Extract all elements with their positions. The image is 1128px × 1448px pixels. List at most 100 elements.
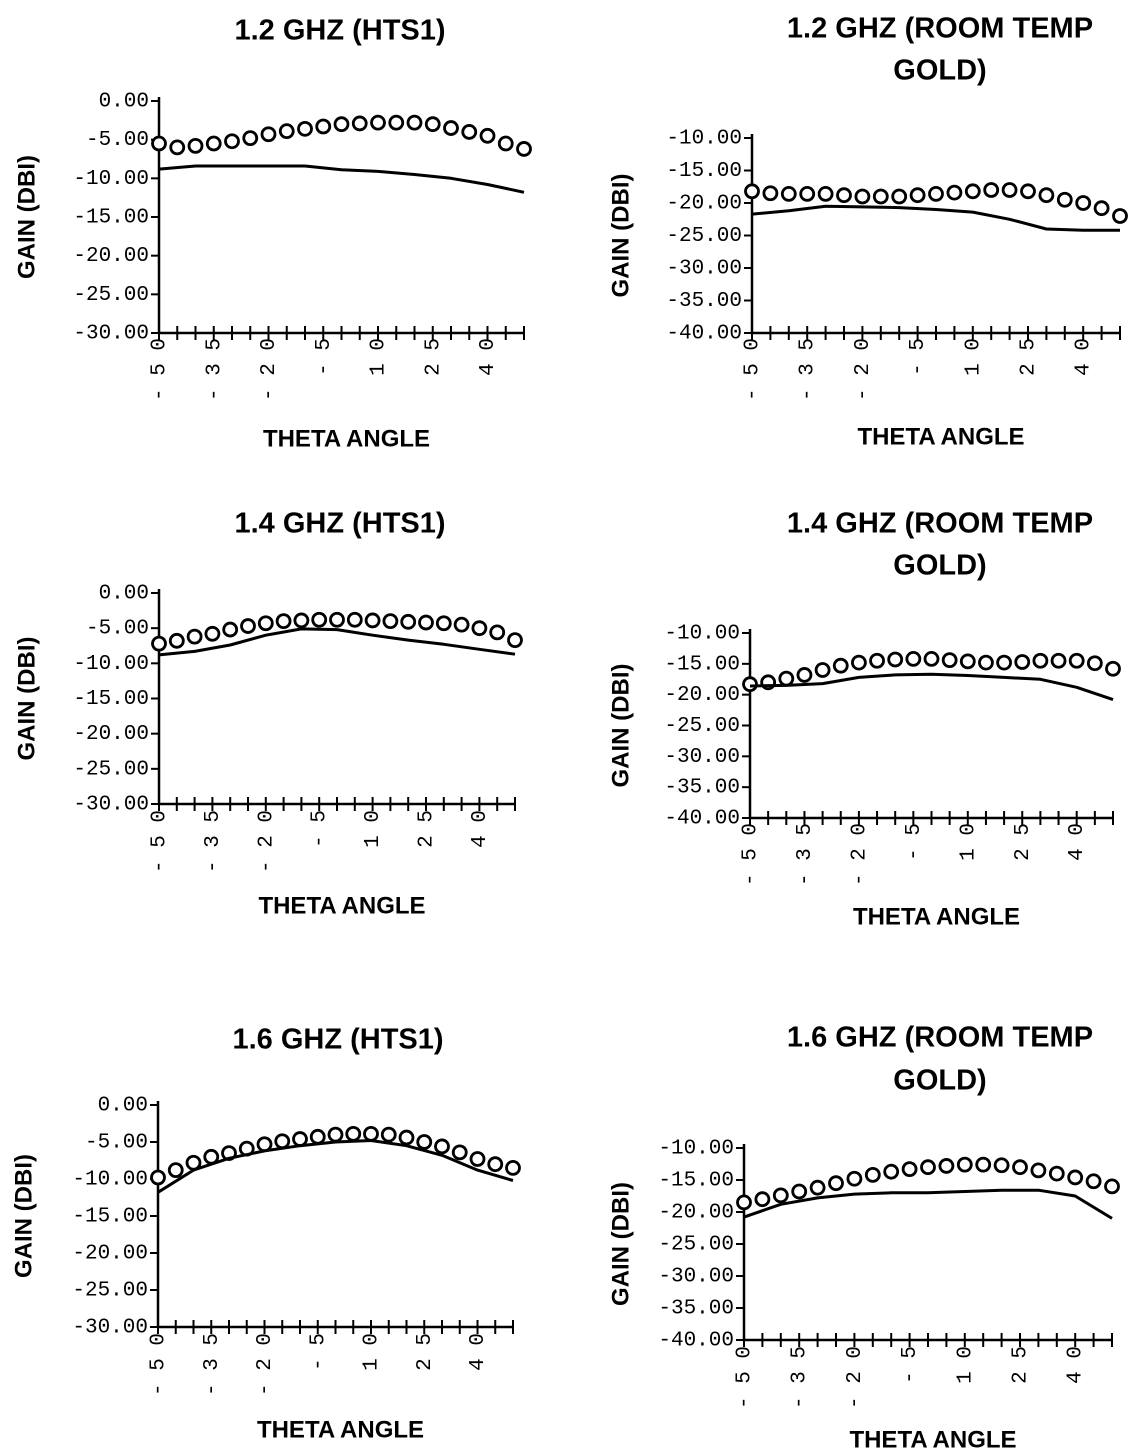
data-point-circle (1093, 200, 1110, 217)
data-point-circle (1012, 1159, 1028, 1176)
x-tick-label: 2 5 (1012, 823, 1035, 861)
y-tick-label: -35.00 (664, 777, 740, 800)
chart-panel-2: 1.2 GHZ (ROOM TEMP GOLD) -10.00 -15.00 -20.0… (607, 13, 1128, 450)
data-point-circle (293, 612, 310, 629)
data-point-circle (814, 662, 831, 678)
y-tick-label: -40.00 (666, 323, 742, 346)
y-tick-label: -20.00 (72, 1243, 148, 1266)
series-line (749, 672, 1114, 702)
data-point-circle (791, 1183, 808, 1200)
data-point-circle (400, 613, 417, 630)
data-point-circle (742, 676, 758, 693)
x-tick-label: 2 5 (422, 338, 445, 376)
y-tick-label: -25.00 (73, 758, 149, 781)
x-tick-label: - 3 5 (203, 338, 226, 401)
series-line (743, 1188, 1113, 1220)
data-point-circle (327, 1126, 344, 1143)
y-tick-label: -5.00 (86, 618, 149, 641)
x-tick-label: - 5 (313, 338, 336, 376)
data-point-circle (222, 621, 239, 638)
series-line (158, 164, 525, 194)
x-axis-label: THETA ANGLE (258, 892, 425, 919)
x-tick-label: - 2 0 (255, 810, 278, 873)
data-point-circle (1105, 660, 1121, 677)
data-point-circle (817, 185, 834, 202)
x-tick-label: 4 0 (477, 338, 500, 376)
data-point-circle (959, 653, 976, 670)
data-point-circle (1085, 1173, 1102, 1190)
x-tick-label: 1 0 (368, 338, 391, 376)
y-tick-label: -20.00 (664, 684, 740, 707)
data-point-circle (1075, 195, 1092, 211)
data-point-circle (516, 141, 532, 157)
data-point-circle (1030, 1162, 1047, 1179)
data-point-circle (983, 182, 1000, 198)
data-point-circle (497, 135, 514, 152)
data-point-circle (329, 611, 345, 628)
chart-panel-1: 1.2 GHZ (HTS1) 0.00 -5.00 -10.00 -15.00 -20.0… (13, 15, 532, 452)
y-tick-label: -10.00 (73, 168, 149, 191)
x-tick-label: 4 0 (467, 1333, 490, 1371)
y-tick-label: 0.00 (99, 91, 149, 114)
data-point-circle (260, 126, 277, 143)
data-point-circle (351, 115, 368, 132)
y-tick-label: -25.00 (658, 1234, 734, 1257)
y-tick-label: -10.00 (73, 653, 149, 676)
y-tick-label: -30.00 (658, 1266, 734, 1289)
data-point-circle (978, 654, 994, 671)
chart-title: 1.2 GHZ (ROOM TEMP (787, 13, 1093, 45)
x-tick-label: - 2 0 (258, 338, 281, 401)
data-point-circle (744, 183, 760, 200)
data-point-circle (224, 133, 240, 150)
data-point-circle (946, 184, 963, 201)
x-axis-label: THETA ANGLE (853, 903, 1020, 930)
x-tick-label: - 3 5 (794, 823, 817, 886)
data-point-circle (869, 652, 885, 669)
data-point-circle (311, 611, 328, 628)
data-point-circle (186, 628, 203, 645)
data-point-circle (451, 1144, 468, 1161)
series-line (157, 1139, 514, 1194)
y-tick-label: -15.00 (658, 1170, 734, 1193)
data-point-circle (275, 613, 292, 630)
x-tick-label: 4 0 (469, 810, 492, 848)
data-point-circle (461, 124, 478, 140)
data-point-circle (736, 1194, 752, 1211)
x-tick-label: 1 0 (361, 1333, 384, 1371)
x-tick-label: - 2 0 (852, 338, 875, 401)
data-point-circle (975, 1156, 992, 1173)
y-tick-label: 0.00 (99, 583, 149, 606)
chart-panel-5: 1.6 GHZ (HTS1) 0.00 -5.00 -10.00 -15.00 -20.0… (10, 1024, 521, 1443)
data-point-circle (996, 654, 1012, 671)
data-point-circle (1001, 182, 1018, 198)
y-tick-label: -25.00 (73, 284, 149, 307)
y-tick-label: -25.00 (664, 715, 740, 738)
data-point-circle (941, 652, 958, 669)
chart-title: GOLD) (893, 1065, 986, 1097)
x-axis-label: THETA ANGLE (263, 425, 430, 452)
data-point-circle (809, 1179, 826, 1196)
data-point-circle (851, 654, 867, 671)
data-point-circle (370, 114, 386, 131)
data-point-circle (274, 1133, 291, 1150)
data-point-circle (169, 139, 186, 156)
data-point-circle (151, 135, 167, 152)
data-point-circle (754, 1191, 771, 1208)
x-tick-label: - 3 5 (797, 338, 820, 401)
x-tick-label: 2 5 (1018, 338, 1041, 376)
y-tick-label: -25.00 (666, 225, 742, 248)
y-tick-label: -10.00 (666, 128, 742, 151)
y-tick-label: -15.00 (72, 1206, 148, 1229)
data-point-circle (909, 187, 926, 204)
data-point-circle (187, 137, 204, 154)
y-tick-label: -35.00 (666, 290, 742, 313)
data-point-circle (1032, 652, 1049, 669)
data-point-circle (832, 657, 849, 674)
y-axis-label: GAIN (DBI) (607, 174, 634, 298)
data-point-circle (1014, 654, 1031, 670)
data-point-circle (204, 625, 221, 642)
data-point-circle (887, 651, 904, 668)
data-point-circle (435, 615, 452, 632)
y-tick-label: -15.00 (666, 160, 742, 183)
data-point-circle (1086, 655, 1103, 672)
